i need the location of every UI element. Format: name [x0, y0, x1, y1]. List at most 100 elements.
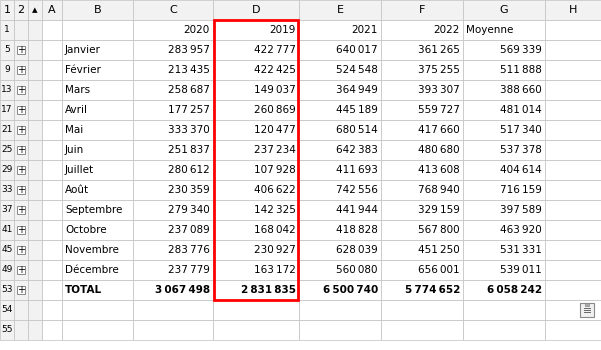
Bar [0, 140, 14, 160]
Bar [42, 80, 62, 100]
Bar [62, 320, 133, 340]
Text: 404 614: 404 614 [500, 165, 542, 175]
Bar [62, 100, 133, 120]
Text: 283 957: 283 957 [168, 45, 210, 55]
Text: 511 888: 511 888 [500, 65, 542, 75]
Text: 480 680: 480 680 [418, 145, 460, 155]
Bar [381, 180, 463, 200]
Bar [17, 106, 25, 114]
Bar [28, 300, 42, 320]
Text: 13: 13 [1, 85, 13, 94]
Text: 680 514: 680 514 [336, 125, 378, 135]
Bar [133, 220, 213, 240]
Text: 120 477: 120 477 [254, 125, 296, 135]
Text: 375 255: 375 255 [418, 65, 460, 75]
Text: 716 159: 716 159 [500, 185, 542, 195]
Bar [17, 226, 25, 234]
Bar [213, 0, 299, 20]
Bar [42, 300, 62, 320]
Text: 55: 55 [1, 326, 13, 335]
Text: Novembre: Novembre [65, 245, 119, 255]
Bar [381, 140, 463, 160]
Bar [585, 303, 589, 306]
Text: 230 359: 230 359 [168, 185, 210, 195]
Bar [14, 220, 28, 240]
Bar [545, 160, 601, 180]
Bar [28, 200, 42, 220]
Bar [17, 286, 25, 294]
Text: 49: 49 [1, 266, 13, 274]
Text: 481 014: 481 014 [500, 105, 542, 115]
Bar [463, 200, 545, 220]
Text: Mai: Mai [65, 125, 84, 135]
Bar [17, 166, 25, 174]
Bar [14, 0, 28, 20]
Bar [463, 80, 545, 100]
Bar [0, 180, 14, 200]
Bar [213, 300, 299, 320]
Bar [381, 220, 463, 240]
Text: 413 608: 413 608 [418, 165, 460, 175]
Bar [14, 80, 28, 100]
Bar [17, 86, 25, 94]
Bar [62, 40, 133, 60]
Bar [299, 0, 381, 20]
Bar [133, 60, 213, 80]
Text: +: + [17, 245, 25, 255]
Text: H: H [569, 5, 577, 15]
Bar [299, 200, 381, 220]
Bar [133, 240, 213, 260]
Bar [62, 60, 133, 80]
Bar [133, 280, 213, 300]
Bar [28, 220, 42, 240]
Bar [133, 140, 213, 160]
Bar [463, 40, 545, 60]
Bar [299, 220, 381, 240]
Bar [463, 280, 545, 300]
Bar [463, 180, 545, 200]
Text: 406 622: 406 622 [254, 185, 296, 195]
Bar [463, 140, 545, 160]
Text: 2020: 2020 [184, 25, 210, 35]
Text: 168 042: 168 042 [254, 225, 296, 235]
Text: Janvier: Janvier [65, 45, 101, 55]
Text: +: + [17, 165, 25, 175]
Bar [381, 40, 463, 60]
Bar [14, 280, 28, 300]
Bar [28, 20, 42, 40]
Text: 329 159: 329 159 [418, 205, 460, 215]
Bar [0, 280, 14, 300]
Bar [299, 240, 381, 260]
Text: +: + [17, 125, 25, 135]
Bar [381, 200, 463, 220]
Bar [14, 200, 28, 220]
Bar [299, 180, 381, 200]
Bar [381, 240, 463, 260]
Bar [381, 20, 463, 40]
Bar [213, 80, 299, 100]
Text: 283 776: 283 776 [168, 245, 210, 255]
Bar [62, 20, 133, 40]
Text: G: G [499, 5, 508, 15]
Bar [0, 240, 14, 260]
Bar [463, 300, 545, 320]
Bar [213, 20, 299, 40]
Bar [28, 280, 42, 300]
Bar [14, 120, 28, 140]
Bar [0, 300, 14, 320]
Text: 361 265: 361 265 [418, 45, 460, 55]
Text: 237 234: 237 234 [254, 145, 296, 155]
Bar [213, 120, 299, 140]
Bar [580, 303, 594, 317]
Bar [213, 260, 299, 280]
Bar [463, 0, 545, 20]
Text: 642 383: 642 383 [336, 145, 378, 155]
Text: ▴: ▴ [32, 5, 38, 15]
Text: Juillet: Juillet [65, 165, 94, 175]
Bar [28, 180, 42, 200]
Bar [545, 240, 601, 260]
Bar [299, 300, 381, 320]
Text: 107 928: 107 928 [254, 165, 296, 175]
Bar [0, 160, 14, 180]
Bar [463, 320, 545, 340]
